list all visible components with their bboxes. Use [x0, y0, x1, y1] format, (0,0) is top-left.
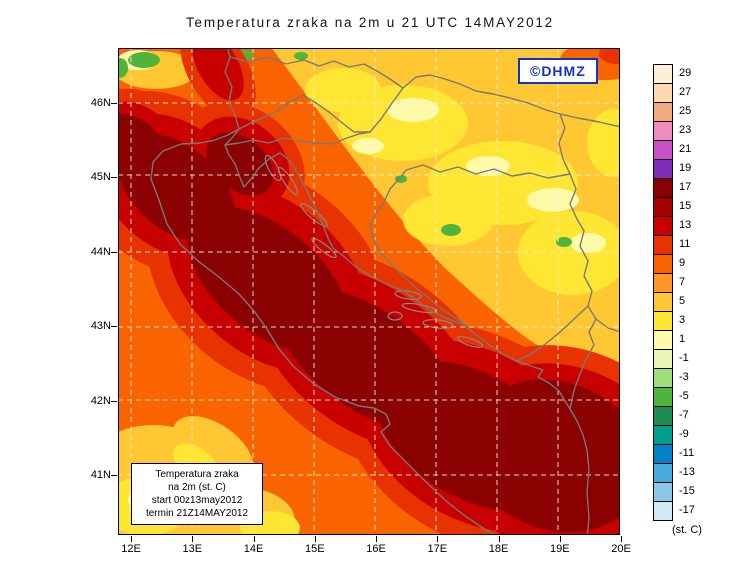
legend-value-label: 27	[679, 86, 692, 98]
legend-value-label: -15	[679, 485, 695, 497]
temperature-shading	[118, 48, 620, 535]
legend-color-box	[653, 406, 673, 426]
legend-color-box	[653, 235, 673, 255]
info-line-3: start 00z13may2012	[151, 495, 243, 506]
lon-tick	[253, 536, 255, 542]
legend-color-box	[653, 349, 673, 369]
lat-tick	[111, 251, 117, 253]
lon-tick	[376, 536, 377, 542]
legend-unit: (st. C)	[672, 524, 702, 536]
map-area: ©DHMZ Temperatura zraka na 2m (st. C) st…	[118, 48, 620, 535]
legend-color-box	[653, 121, 673, 141]
legend-value-label: 1	[679, 333, 686, 345]
legend-color-box	[653, 463, 673, 483]
legend-color-box	[653, 425, 673, 445]
legend-value-label: -9	[679, 428, 689, 440]
legend-value-label: -5	[679, 390, 689, 402]
legend-value-label: 11	[679, 238, 691, 250]
lat-tick-label: 42N	[90, 394, 111, 407]
lon-tick-label: 20E	[611, 543, 631, 555]
legend-color-box	[653, 83, 673, 103]
lon-tick-label: 18E	[488, 543, 509, 555]
legend-value-label: 17	[679, 181, 692, 193]
legend-color-box	[653, 254, 673, 274]
legend-value-label: 29	[679, 67, 692, 79]
legend-value-label: -1	[679, 352, 689, 364]
lat-tick-label: 46N	[90, 97, 111, 109]
lat-tick-label: 43N	[90, 320, 111, 333]
lat-tick	[111, 326, 117, 328]
legend-value-label: -3	[679, 371, 689, 383]
legend-value-label: -13	[679, 466, 695, 478]
info-line-2: na 2m (st. C)	[168, 482, 226, 493]
lon-tick-label: 12E	[121, 543, 141, 555]
graticule-grid	[118, 48, 620, 535]
legend-color-box	[653, 178, 673, 198]
legend-color-box	[653, 387, 673, 407]
lon-tick	[131, 536, 132, 542]
legend-color-box	[653, 273, 673, 293]
dhmz-watermark: ©DHMZ	[518, 58, 598, 84]
legend-color-box	[653, 140, 673, 160]
legend-value-label: 5	[679, 295, 686, 307]
map-frame	[118, 48, 620, 535]
lat-tick	[111, 475, 117, 476]
legend-value-label: 25	[679, 105, 692, 117]
legend-color-box	[653, 330, 673, 350]
lon-tick	[621, 536, 622, 542]
legend-color-box	[653, 444, 673, 464]
lat-tick-label: 45N	[90, 171, 111, 184]
legend-value-label: -17	[679, 504, 695, 516]
lon-tick	[559, 536, 561, 542]
legend-value-label: -7	[679, 409, 689, 421]
lon-tick-label: 17E	[427, 543, 448, 555]
legend-color-box	[653, 292, 673, 312]
legend-value-label: 23	[679, 124, 692, 136]
lon-tick	[437, 536, 439, 542]
lon-tick-label: 16E	[366, 543, 386, 555]
legend-color-box	[653, 216, 673, 236]
lon-tick-label: 13E	[182, 543, 203, 555]
lon-tick-label: 15E	[304, 543, 325, 555]
legend-color-box	[653, 159, 673, 179]
lat-tick-label: 44N	[90, 245, 111, 258]
legend-color-box	[653, 102, 673, 122]
legend-color-box	[653, 197, 673, 217]
coastline-borders	[150, 48, 620, 535]
legend-color-box	[653, 501, 673, 521]
temperature-field-map	[118, 48, 620, 535]
legend-color-box	[653, 311, 673, 331]
legend-value-label: 7	[679, 276, 686, 288]
lat-tick-label: 41N	[90, 469, 111, 481]
info-line-1: Temperatura zraka	[155, 469, 239, 480]
legend-value-label: 3	[679, 314, 686, 326]
legend-value-labels: 29 27 25 23 21 19 17 15 13 11 9 7 5 3 1 -1 -3 -5 -7 -9 -11 -1…	[679, 64, 695, 520]
info-line-4: termin 21Z14MAY2012	[145, 508, 249, 519]
lon-tick-label: 19E	[549, 543, 570, 555]
lon-tick	[314, 536, 316, 542]
legend-color-box	[653, 368, 673, 388]
lat-tick	[111, 400, 117, 402]
page-title: Temperatura zraka na 2m u 21 UTC 14MAY20…	[186, 15, 554, 30]
legend-value-label: 21	[679, 143, 692, 155]
legend-value-label: -11	[679, 447, 695, 459]
legend-value-label: 15	[679, 200, 692, 212]
info-box: Temperatura zraka na 2m (st. C) start 00…	[131, 463, 263, 525]
lon-tick	[498, 536, 500, 542]
legend-color-box	[653, 482, 673, 502]
lon-tick	[192, 536, 194, 542]
lat-tick	[111, 177, 117, 179]
legend-color-box	[653, 64, 673, 84]
legend-value-label: 13	[679, 219, 692, 231]
legend-value-label: 9	[679, 257, 686, 269]
lon-tick-label: 14E	[243, 543, 264, 555]
lat-tick	[111, 103, 117, 104]
legend-color-bar	[653, 64, 673, 521]
legend-value-label: 19	[679, 162, 692, 174]
